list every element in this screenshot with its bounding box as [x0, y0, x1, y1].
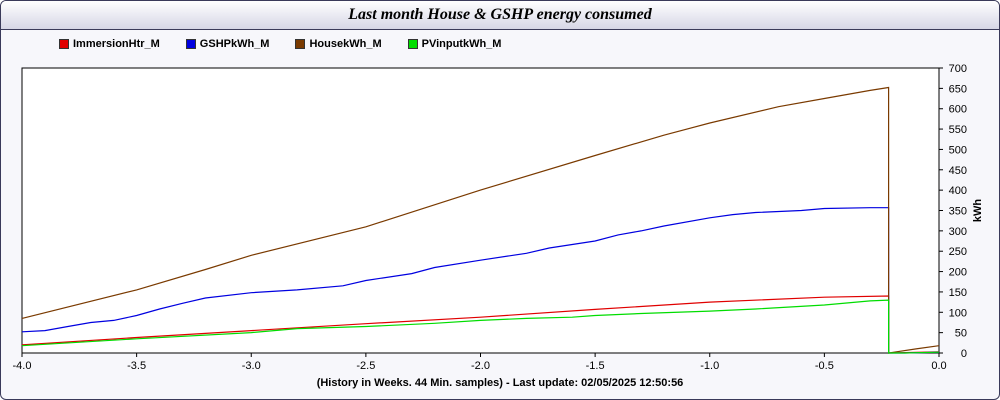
- y-tick-label: 200: [949, 267, 967, 279]
- legend-swatch: [407, 39, 418, 49]
- x-tick-label: -1.0: [700, 360, 719, 372]
- legend-swatch: [295, 39, 306, 49]
- legend-item: PVinputkWh_M: [407, 38, 502, 50]
- y-tick-label: 100: [949, 307, 967, 319]
- chart-footer: (History in Weeks. 44 Min. samples) - La…: [316, 377, 684, 389]
- y-tick-label: 50: [955, 328, 967, 340]
- legend-item: HousekWh_M: [295, 38, 382, 50]
- legend-item: ImmersionHtr_M: [59, 38, 160, 50]
- x-tick-label: 0.0: [931, 360, 946, 372]
- y-tick-label: 650: [949, 83, 967, 95]
- y-tick-label: 300: [949, 226, 967, 238]
- y-tick-label: 350: [949, 206, 967, 218]
- y-tick-label: 400: [949, 185, 967, 197]
- chart-title: Last month House & GSHP energy consumed: [1, 1, 999, 30]
- y-tick-label: 0: [961, 348, 967, 360]
- legend-swatch: [185, 39, 196, 49]
- y-axis-label: kWh: [972, 199, 984, 223]
- legend-swatch: [59, 39, 69, 49]
- x-tick-label: -3.5: [127, 360, 146, 372]
- series-line-gshpkwh-m: [21, 207, 940, 354]
- y-tick-label: 550: [949, 124, 967, 136]
- x-tick-label: -1.5: [586, 360, 605, 372]
- x-tick-label: -0.5: [815, 360, 834, 372]
- y-tick-label: 150: [949, 287, 967, 299]
- series-line-pvinputkwh-m: [21, 299, 940, 354]
- legend-item: GSHPkWh_M: [185, 38, 270, 50]
- legend-label: ImmersionHtr_M: [73, 38, 160, 50]
- x-tick-label: -2.5: [356, 360, 375, 372]
- x-tick-label: -4.0: [13, 360, 32, 372]
- y-tick-label: 500: [949, 144, 967, 156]
- y-tick-label: 250: [949, 246, 967, 258]
- legend-label: PVinputkWh_M: [421, 38, 502, 50]
- y-tick-label: 600: [949, 104, 967, 116]
- legend-label: HousekWh_M: [309, 38, 382, 50]
- legend: ImmersionHtr_M GSHPkWh_M HousekWh_M PVinput…: [59, 38, 501, 50]
- y-tick-label: 700: [949, 63, 967, 75]
- x-tick-label: -3.0: [242, 360, 261, 372]
- y-tick-label: 450: [949, 165, 967, 177]
- series-line-housekwh-m: [21, 86, 940, 354]
- legend-label: GSHPkWh_M: [199, 38, 270, 50]
- x-tick-label: -2.0: [471, 360, 490, 372]
